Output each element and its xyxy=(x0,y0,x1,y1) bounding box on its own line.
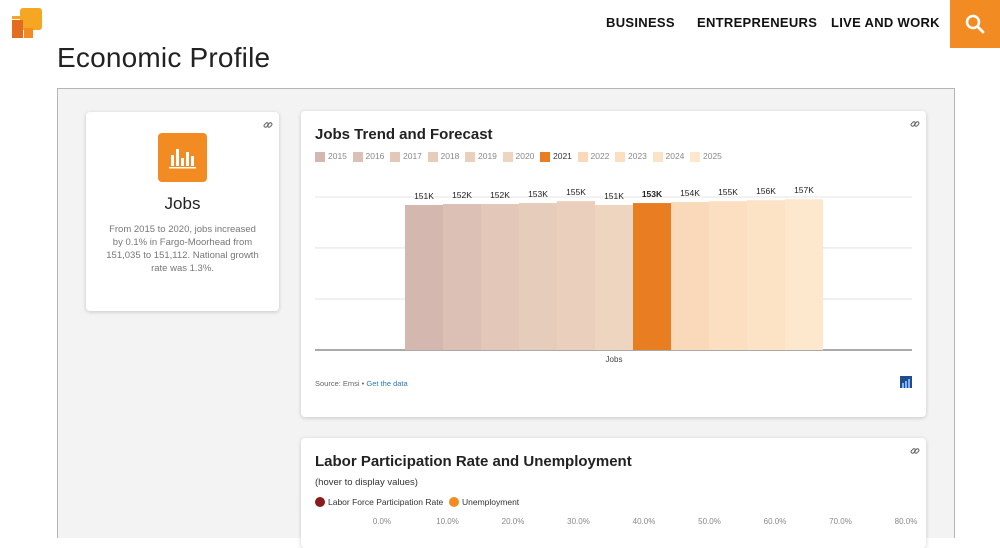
bar-label-2015: 151K xyxy=(414,191,434,201)
percent-axis: 0.0% 10.0% 20.0% 30.0% 40.0% 50.0% 60.0% 70.0% 8… xyxy=(301,517,926,529)
bar-label-2020: 151K xyxy=(604,191,624,201)
chart-legend: 2015 2016 2017 2018 2019 2020 2021 2022 2023 2024… xyxy=(315,151,915,163)
legend-swatch xyxy=(352,152,363,162)
legend-swatch xyxy=(427,152,438,162)
bar-2015[interactable] xyxy=(405,204,443,350)
axis-tick-label: 20.0% xyxy=(501,517,525,526)
chart-options-icon[interactable] xyxy=(900,376,912,388)
legend-item-unemployment[interactable]: Unemployment xyxy=(449,497,519,507)
jobs-card-description: From 2015 to 2020, jobs increased by 0.1… xyxy=(106,224,259,274)
bar-label-2017: 152K xyxy=(490,190,510,200)
bar-2017[interactable] xyxy=(481,204,519,350)
legend-swatch xyxy=(690,152,700,162)
legend-label: 2019 xyxy=(478,151,497,161)
source-text: Source: Emsi • xyxy=(315,379,367,388)
x-axis-label: Jobs xyxy=(606,355,623,364)
bar-2016[interactable] xyxy=(443,204,481,350)
legend-label: 2015 xyxy=(328,151,347,161)
legend-swatch xyxy=(315,497,325,507)
bar-label-2025: 157K xyxy=(794,185,814,195)
legend-label: Unemployment xyxy=(462,497,520,507)
legend-swatch xyxy=(465,152,475,162)
permalink-icon[interactable] xyxy=(910,119,920,129)
permalink-icon[interactable] xyxy=(263,120,273,130)
jobs-card-title: Jobs xyxy=(164,194,201,213)
bar-label-2023: 155K xyxy=(718,187,738,197)
bar-label-2022: 154K xyxy=(680,188,700,198)
page-title: Economic Profile xyxy=(57,42,271,73)
chart-title: Labor Participation Rate and Unemploymen… xyxy=(315,453,632,470)
bar-2022[interactable] xyxy=(671,202,709,350)
get-the-data-link[interactable]: Get the data xyxy=(366,379,408,388)
permalink-icon[interactable] xyxy=(910,446,920,456)
chart-subtitle: (hover to display values) xyxy=(315,477,418,488)
jobs-bar-chart: 151K 152K 152K 153K 155K 151K 153K 154K 155K 156K… xyxy=(315,185,912,364)
bar-label-2016: 152K xyxy=(452,190,472,200)
legend-label: 2025 xyxy=(703,151,722,161)
legend-swatch xyxy=(577,152,588,162)
legend-label: 2024 xyxy=(665,151,685,161)
chart-source: Source: Emsi • Get the data xyxy=(315,379,408,388)
axis-tick-label: 70.0% xyxy=(829,517,852,526)
axis-tick-label: 30.0% xyxy=(567,517,590,526)
legend-swatch xyxy=(315,152,325,162)
site-logo-icon[interactable] xyxy=(10,6,44,40)
legend-label: Labor Force Participation Rate xyxy=(328,497,444,507)
jobs-trend-chart-card: Jobs Trend and Forecast 2015 2016 2017 2018… xyxy=(301,111,926,417)
axis-tick-label: 80.0% xyxy=(894,517,918,526)
bar-label-2018: 153K xyxy=(528,189,548,199)
legend-swatch xyxy=(449,497,459,507)
legend-item-participation[interactable]: Labor Force Participation Rate xyxy=(315,497,443,507)
chart-title: Jobs Trend and Forecast xyxy=(315,126,493,143)
search-button[interactable] xyxy=(950,0,1000,48)
nav-business-link[interactable]: BUSINESS xyxy=(606,15,675,30)
bar-2025[interactable] xyxy=(785,199,823,350)
bar-2019[interactable] xyxy=(557,201,595,350)
axis-tick-label: 60.0% xyxy=(763,517,787,526)
legend-label: 2018 xyxy=(440,151,460,161)
legend-label: 2021 xyxy=(553,151,572,161)
legend-swatch xyxy=(390,152,400,162)
bar-2024[interactable] xyxy=(747,200,785,350)
bar-2021[interactable] xyxy=(633,203,671,350)
legend-swatch xyxy=(502,152,513,162)
bar-label-2021: 153K xyxy=(642,189,663,199)
legend-label: 2023 xyxy=(628,151,647,161)
top-navigation-bar: BUSINESS ENTREPRENEURS LIVE AND WORK xyxy=(0,0,1000,48)
axis-tick-label: 50.0% xyxy=(698,517,721,526)
legend-swatch xyxy=(615,152,625,162)
nav-live-and-work-link[interactable]: LIVE AND WORK xyxy=(831,15,940,30)
legend-label: 2016 xyxy=(365,151,385,161)
legend-swatch xyxy=(540,152,550,162)
axis-tick-label: 0.0% xyxy=(372,517,392,526)
bar-label-2024: 156K xyxy=(756,186,776,196)
bar-label-2019: 155K xyxy=(566,187,586,197)
jobs-summary-card[interactable]: Jobs From 2015 to 2020, jobs increased b… xyxy=(86,112,279,311)
bar-2020[interactable] xyxy=(595,204,633,350)
legend-label: 2017 xyxy=(403,151,422,161)
bar-2018[interactable] xyxy=(519,203,557,350)
legend-swatch xyxy=(652,152,663,162)
labor-participation-card: Labor Participation Rate and Unemploymen… xyxy=(301,438,926,548)
axis-tick-label: 10.0% xyxy=(436,517,459,526)
legend-label: 2022 xyxy=(590,151,610,161)
nav-entrepreneurs-link[interactable]: ENTREPRENEURS xyxy=(697,15,818,30)
search-icon xyxy=(965,14,985,34)
axis-tick-label: 40.0% xyxy=(632,517,656,526)
bar-2023[interactable] xyxy=(709,201,747,350)
bar-chart-icon xyxy=(158,133,207,182)
legend-label: 2020 xyxy=(515,151,535,161)
